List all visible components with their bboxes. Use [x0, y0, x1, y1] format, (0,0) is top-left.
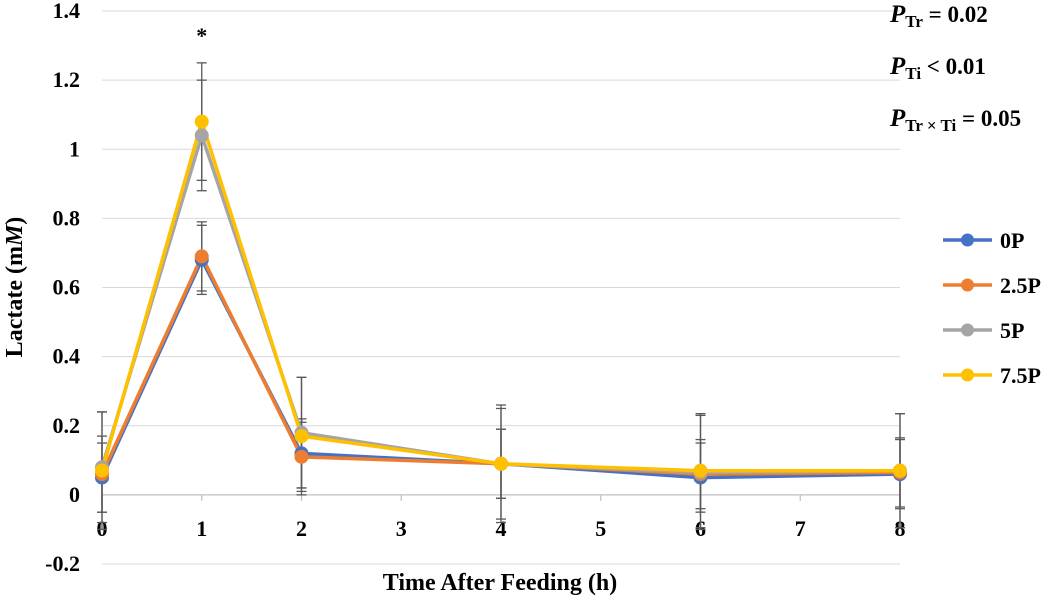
y-axis-title-unit: M	[2, 223, 28, 247]
significance-asterisk: *	[196, 23, 207, 48]
data-point-7.5P	[95, 463, 109, 478]
y-tick-label: 0	[69, 482, 80, 507]
y-axis-title-prefix: Lactate (m	[2, 246, 28, 357]
stat-interaction: PTr × Ti = 0.05	[889, 105, 1021, 135]
y-tick-label: 0.8	[53, 205, 81, 230]
legend: 0P 2.5P 5P 7.5P	[943, 228, 1041, 388]
stat-time: PTi < 0.01	[889, 53, 986, 83]
stat-interaction-p: P	[889, 105, 906, 132]
stat-time-p: P	[889, 53, 906, 80]
x-tick-label: 4	[496, 516, 507, 541]
y-tick-label: 1	[69, 136, 80, 161]
y-tick-label: 0.4	[53, 344, 81, 369]
x-tick-label: 1	[196, 516, 207, 541]
x-tick-label: 8	[895, 516, 906, 541]
data-point-7.5P	[194, 114, 209, 129]
data-point-7.5P	[494, 456, 508, 471]
legend-marker-7.5P	[961, 368, 974, 382]
y-tick-label: 0.6	[53, 275, 81, 300]
stat-interaction-value: = 0.05	[956, 106, 1021, 131]
x-tick-label: 7	[795, 516, 806, 541]
stat-treatment-p: P	[889, 1, 906, 28]
x-tick-label: 5	[595, 516, 606, 541]
data-point-7.5P	[893, 463, 907, 478]
legend-label-2.5P: 2.5P	[1000, 273, 1041, 298]
statistics-annotations: PTr = 0.02 PTi < 0.01 PTr × Ti = 0.05	[889, 1, 1021, 135]
tick-labels: -0.200.20.40.60.811.21.40 1 2 3 4 5 6 7 8	[45, 0, 905, 576]
legend-label-0P: 0P	[1000, 228, 1024, 253]
stat-treatment-value: = 0.02	[923, 2, 988, 27]
y-tick-label: 0.2	[53, 413, 81, 438]
series-line-7.5P	[100, 119, 900, 473]
legend-marker-5P	[961, 323, 974, 337]
legend-marker-2.5P	[961, 278, 974, 292]
gridlines	[102, 10, 900, 565]
y-tick-label: -0.2	[45, 551, 80, 576]
x-tick-label: 3	[396, 516, 407, 541]
stat-time-sub: Ti	[905, 64, 921, 83]
data-point-7.5P	[693, 463, 708, 478]
legend-label-5P: 5P	[1000, 318, 1024, 343]
data-points	[95, 114, 907, 485]
y-tick-label: 1.4	[53, 0, 81, 23]
stat-time-value: < 0.01	[921, 54, 986, 79]
x-tick-label: 2	[296, 516, 307, 541]
data-point-7.5P	[294, 429, 309, 444]
data-point-5P	[194, 128, 209, 143]
stat-treatment: PTr = 0.02	[889, 1, 988, 31]
y-axis-title-suffix: )	[2, 217, 28, 225]
x-axis-title: Time After Feeding (h)	[383, 570, 617, 596]
series-lines	[100, 119, 901, 480]
stat-interaction-sub: Tr × Ti	[905, 116, 956, 135]
y-tick-label: 1.2	[53, 67, 81, 92]
stat-treatment-sub: Tr	[905, 12, 923, 31]
legend-marker-0P	[961, 233, 974, 247]
y-axis-title: Lactate (mM)	[2, 217, 28, 358]
data-point-2.5P	[294, 449, 309, 464]
data-point-2.5P	[194, 249, 209, 264]
legend-label-7.5P: 7.5P	[1000, 363, 1041, 388]
